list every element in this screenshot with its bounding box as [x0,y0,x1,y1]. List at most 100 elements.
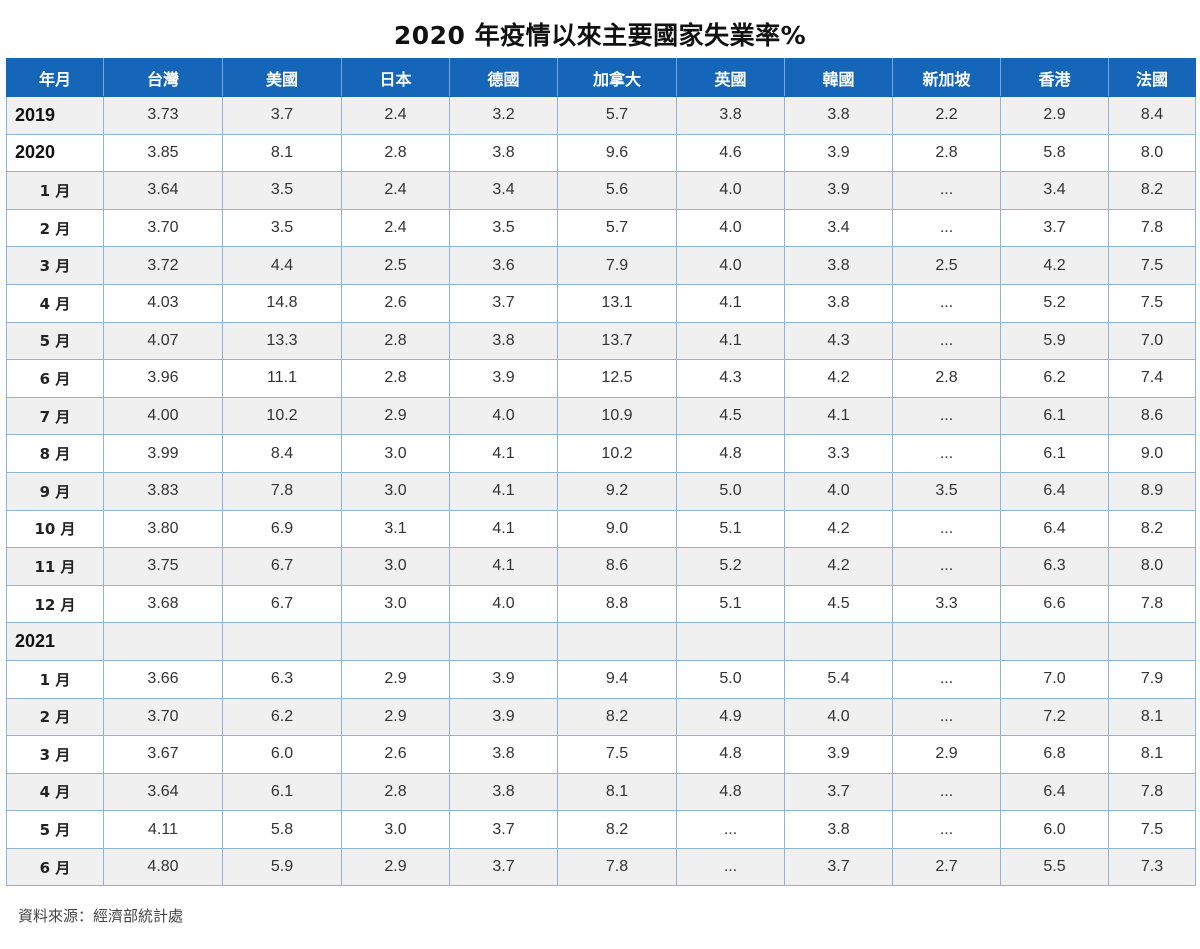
table-cell-value: 3.9 [784,735,893,774]
table-cell-value: ... [892,697,1001,737]
table-cell-value: 5.7 [557,96,677,135]
table-cell-value: 6.7 [222,584,342,624]
column-header-country: 英國 [676,58,785,97]
table-cell-value: 3.64 [103,772,223,812]
column-header-country: 香港 [1000,58,1109,97]
table-row: 5 月 4.11 5.8 3.0 3.7 8.2... 3.8... 6.0 7.5 [6,810,1196,849]
table-cell-value: 7.5 [1108,810,1196,849]
table-cell-value: 4.1 [784,396,893,436]
table-cell-value: 2.5 [892,246,1001,285]
unemployment-table-container: 年月 台灣 美國 日本 德國 加拿大 英國 韓國 新加坡 香港 法國 2019 3.73 3.7 2.4 3… [6,58,1196,887]
table-row: 6 月 3.96 11.1 2.8 3.9 12.5 4.3 4.2 2.8 6.2 7.4 [6,359,1196,398]
table-cell-value: 3.4 [784,208,893,248]
table-cell-value: 4.0 [449,584,558,624]
row-label-year: 2020 [6,133,104,173]
table-cell-value: 3.0 [341,434,450,473]
table-cell-value: ... [892,321,1001,361]
table-cell-value [892,622,1001,661]
table-cell-value: 7.8 [222,471,342,511]
row-label-month: 4 月 [6,283,104,323]
row-label-month: 8 月 [6,434,104,473]
table-cell-value: 3.70 [103,208,223,248]
table-cell-value: 10.2 [557,434,677,473]
table-cell-value [676,622,785,661]
table-cell-value: 8.6 [557,547,677,586]
table-cell-value: 4.0 [676,171,785,210]
table-cell-value: 2.8 [341,133,450,173]
column-header-country: 日本 [341,58,450,97]
table-cell-value: 6.8 [1000,735,1109,774]
table-cell-value: 3.83 [103,471,223,511]
table-cell-value: 2.9 [341,847,450,887]
table-cell-value: 5.4 [784,659,893,699]
table-cell-value: 7.8 [1108,208,1196,248]
table-cell-value [1000,622,1109,661]
table-cell-value: 5.8 [222,810,342,849]
table-cell-value: 11.1 [222,359,342,398]
table-cell-value: 6.7 [222,547,342,586]
table-cell-value: 3.8 [449,133,558,173]
table-cell-value: 3.67 [103,735,223,774]
table-cell-value: 7.5 [557,735,677,774]
table-cell-value: 2.4 [341,208,450,248]
table-cell-value: 9.6 [557,133,677,173]
table-cell-value: 8.4 [222,434,342,473]
table-cell-value: 4.1 [676,283,785,323]
table-cell-value: 3.3 [784,434,893,473]
table-cell-value: 4.2 [784,547,893,586]
table-cell-value: 2.6 [341,283,450,323]
row-label-month: 3 月 [6,246,104,285]
table-cell-value: 3.1 [341,509,450,549]
table-cell-value: 3.72 [103,246,223,285]
table-cell-value: 7.0 [1108,321,1196,361]
table-row: 2021 [6,622,1196,661]
table-cell-value: 3.6 [449,246,558,285]
column-header-country: 德國 [449,58,558,97]
table-cell-value [557,622,677,661]
table-row: 4 月 4.03 14.8 2.6 3.7 13.1 4.1 3.8... 5.2 7.5 [6,283,1196,323]
table-cell-value: 8.9 [1108,471,1196,511]
table-cell-value: 2.8 [892,359,1001,398]
table-cell-value: ... [892,810,1001,849]
table-cell-value: 2.9 [1000,96,1109,135]
table-cell-value: 3.3 [892,584,1001,624]
table-cell-value: 4.2 [784,359,893,398]
table-cell-value: 4.1 [676,321,785,361]
table-cell-value: ... [892,434,1001,473]
table-cell-value: 8.2 [557,697,677,737]
table-cell-value: ... [892,547,1001,586]
table-cell-value: 4.0 [784,697,893,737]
table-cell-value: 2.9 [341,659,450,699]
table-cell-value: 9.0 [1108,434,1196,473]
table-cell-value: 7.5 [1108,246,1196,285]
table-cell-value: 6.0 [222,735,342,774]
table-cell-value: 5.8 [1000,133,1109,173]
table-cell-value: 10.2 [222,396,342,436]
table-cell-value: 6.4 [1000,509,1109,549]
table-row: 3 月 3.72 4.4 2.5 3.6 7.9 4.0 3.8 2.5 4.2 7.5 [6,246,1196,285]
table-cell-value: 9.0 [557,509,677,549]
table-cell-value: 7.2 [1000,697,1109,737]
table-cell-value: 3.8 [784,246,893,285]
table-cell-value: 5.1 [676,509,785,549]
table-cell-value: 3.9 [784,171,893,210]
table-cell-value: 2.9 [341,396,450,436]
table-cell-value [341,622,450,661]
table-cell-value: 3.8 [449,735,558,774]
table-cell-value: 4.11 [103,810,223,849]
table-cell-value: 2.5 [341,246,450,285]
table-cell-value: 3.70 [103,697,223,737]
row-label-month: 6 月 [6,359,104,398]
table-cell-value: 3.7 [449,847,558,887]
table-cell-value: 6.0 [1000,810,1109,849]
table-cell-value: 3.0 [341,584,450,624]
row-label-month: 9 月 [6,471,104,511]
table-cell-value: 12.5 [557,359,677,398]
table-cell-value: ... [892,772,1001,812]
table-cell-value: 9.2 [557,471,677,511]
row-label-month: 10 月 [6,509,104,549]
table-cell-value: 3.0 [341,810,450,849]
table-cell-value: 5.2 [1000,283,1109,323]
table-cell-value: 6.1 [1000,434,1109,473]
table-cell-value: 8.8 [557,584,677,624]
